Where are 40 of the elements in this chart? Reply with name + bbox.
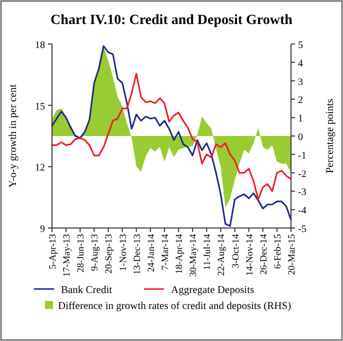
legend-label: Bank Credit [61, 285, 112, 296]
x-tick-label: 26-Dec-14 [259, 234, 270, 275]
y2-tick-label: -3 [298, 187, 306, 198]
x-tick-label: 3-Oct-14 [231, 234, 242, 268]
x-tick-label: 22-Aug-14 [217, 234, 228, 276]
y2-tick-label: 2 [298, 95, 303, 106]
y-tick-label: 15 [35, 101, 45, 112]
x-tick-label: 9-Aug-13 [90, 234, 101, 271]
line-series [51, 72, 292, 200]
y2-tick-label: -1 [298, 150, 306, 162]
x-tick-label: 20-Mar-15 [288, 234, 298, 275]
x-tick-label: 11-Jul-14 [203, 234, 214, 270]
x-tick-label: 13-Dec-13 [132, 234, 143, 275]
x-tick-label: 30-May-14 [189, 234, 200, 277]
x-tick-label: 14-Nov-14 [245, 234, 256, 276]
y2-tick-label: -4 [298, 206, 306, 217]
x-tick-label: 7-Mar-14 [160, 234, 171, 270]
y-axis-title: Y-o-y growth in per cent [8, 84, 19, 188]
x-tick-label: 5-Apr-13 [48, 234, 58, 270]
x-tick-label: 17-May-13 [62, 234, 73, 277]
y2-tick-label: 5 [298, 40, 303, 51]
y2-tick-label: -5 [298, 224, 306, 235]
x-tick-label: 6-Feb-15 [273, 234, 284, 269]
y2-tick-label: 1 [298, 114, 303, 125]
y2-tick-label: 0 [298, 132, 303, 143]
y2-tick-label: 4 [298, 58, 303, 70]
y-tick-label: 12 [35, 162, 45, 174]
x-tick-label: 1-Nov-13 [118, 234, 129, 271]
x-tick-label: 28-Jun-13 [76, 234, 87, 273]
x-tick-label: 18-Apr-14 [175, 234, 186, 274]
x-tick-label: 24-Jan-14 [146, 234, 157, 272]
y2-tick-label: -2 [298, 168, 306, 180]
x-tick-label: 20-Sep-13 [104, 234, 115, 274]
legend-label: Aggregate Deposits [171, 285, 254, 296]
y2-axis-title: Percentage points [325, 98, 336, 174]
legend-label: Difference in growth rates of credit and deposits (RHS) [58, 301, 292, 312]
chart-title: Chart IV.10: Credit and Deposit Growth [50, 13, 293, 28]
y-tick-label: 9 [40, 224, 45, 235]
y2-tick-label: 3 [298, 76, 303, 88]
y-tick-label: 18 [35, 40, 45, 51]
